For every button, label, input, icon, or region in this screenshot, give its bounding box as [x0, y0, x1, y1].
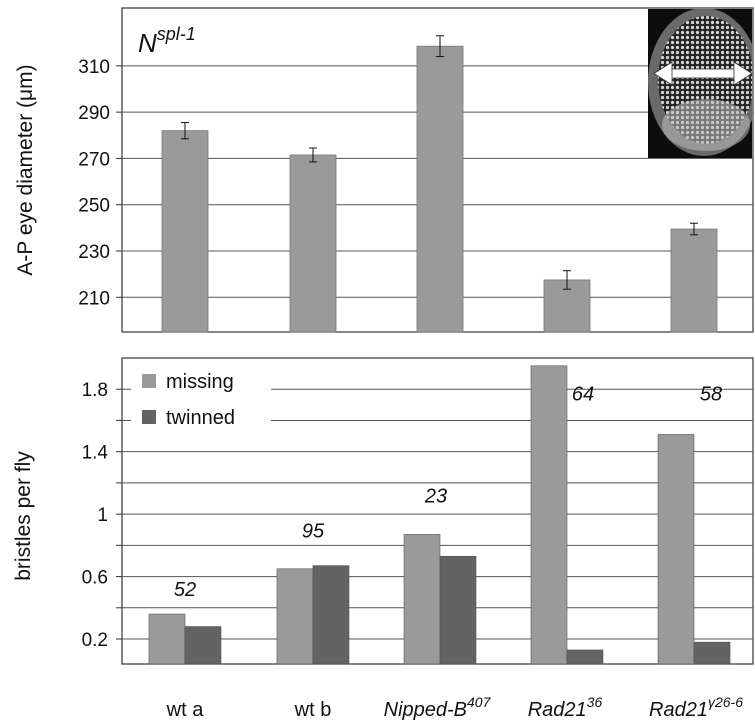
bottom-panel: 0.2 0.6 1 1.4 1.8 52 95 23 64 58 bristles per fl…	[12, 357, 754, 665]
bottom-y-axis-label: bristles per fly	[12, 451, 35, 581]
bottom-y-tick-label: 1.4	[82, 443, 109, 464]
count-annotation: 52	[174, 579, 196, 601]
top-y-tick-label: 210	[78, 288, 110, 309]
legend-label-twinned: twinned	[166, 407, 235, 429]
x-category-label: wt a	[166, 699, 205, 721]
bottom-bar-missing	[276, 568, 314, 665]
legend-swatch-missing	[142, 374, 156, 388]
bottom-bar-twinned	[312, 565, 350, 665]
double-arrow-icon	[653, 61, 753, 86]
panel-label: Nspl-1	[138, 24, 196, 58]
x-category-label: Rad2136	[528, 694, 603, 721]
legend: missing twinned	[131, 367, 271, 431]
panel-label-sup: spl-1	[157, 24, 196, 44]
bottom-bar-missing	[530, 365, 568, 665]
top-y-tick-label: 230	[78, 242, 110, 263]
top-y-tick-label: 310	[78, 57, 110, 78]
top-bar	[670, 228, 718, 333]
top-panel: 210 230 250 270 290 310 Nspl-1 A-P eye diamet…	[14, 7, 754, 333]
bottom-y-tick-label: 1.8	[82, 380, 108, 401]
top-bar	[416, 45, 464, 333]
count-annotation: 64	[572, 383, 594, 405]
bottom-bar-missing	[148, 613, 186, 665]
count-annotation: 58	[700, 383, 722, 405]
bottom-bar-twinned	[566, 649, 604, 665]
bottom-bar-twinned	[184, 626, 222, 665]
top-y-tick-label: 290	[78, 103, 110, 124]
top-y-tick-label: 250	[78, 196, 110, 217]
legend-swatch-twinned	[142, 410, 156, 424]
count-annotation: 23	[424, 485, 447, 507]
bottom-y-tick-label: 0.2	[82, 630, 108, 651]
fly-eye-inset	[648, 9, 753, 158]
top-y-axis-label: A-P eye diameter (μm)	[14, 64, 37, 275]
count-annotation: 95	[302, 521, 325, 543]
bottom-bar-missing	[657, 434, 695, 665]
bottom-y-tick-label: 1	[97, 505, 108, 526]
bottom-bar-twinned	[439, 555, 477, 665]
bottom-y-tick-label: 0.6	[82, 568, 108, 589]
legend-label-missing: missing	[166, 371, 234, 393]
top-bar	[289, 154, 337, 333]
bottom-bar-missing	[403, 534, 441, 665]
top-bar	[161, 130, 209, 333]
x-category-label: Nipped-B407	[384, 694, 492, 721]
top-y-tick-label: 270	[78, 149, 110, 170]
x-category-label: wt b	[294, 699, 332, 721]
bottom-bar-twinned	[693, 641, 731, 665]
x-category-label: Rad21γ26-6	[649, 694, 743, 721]
